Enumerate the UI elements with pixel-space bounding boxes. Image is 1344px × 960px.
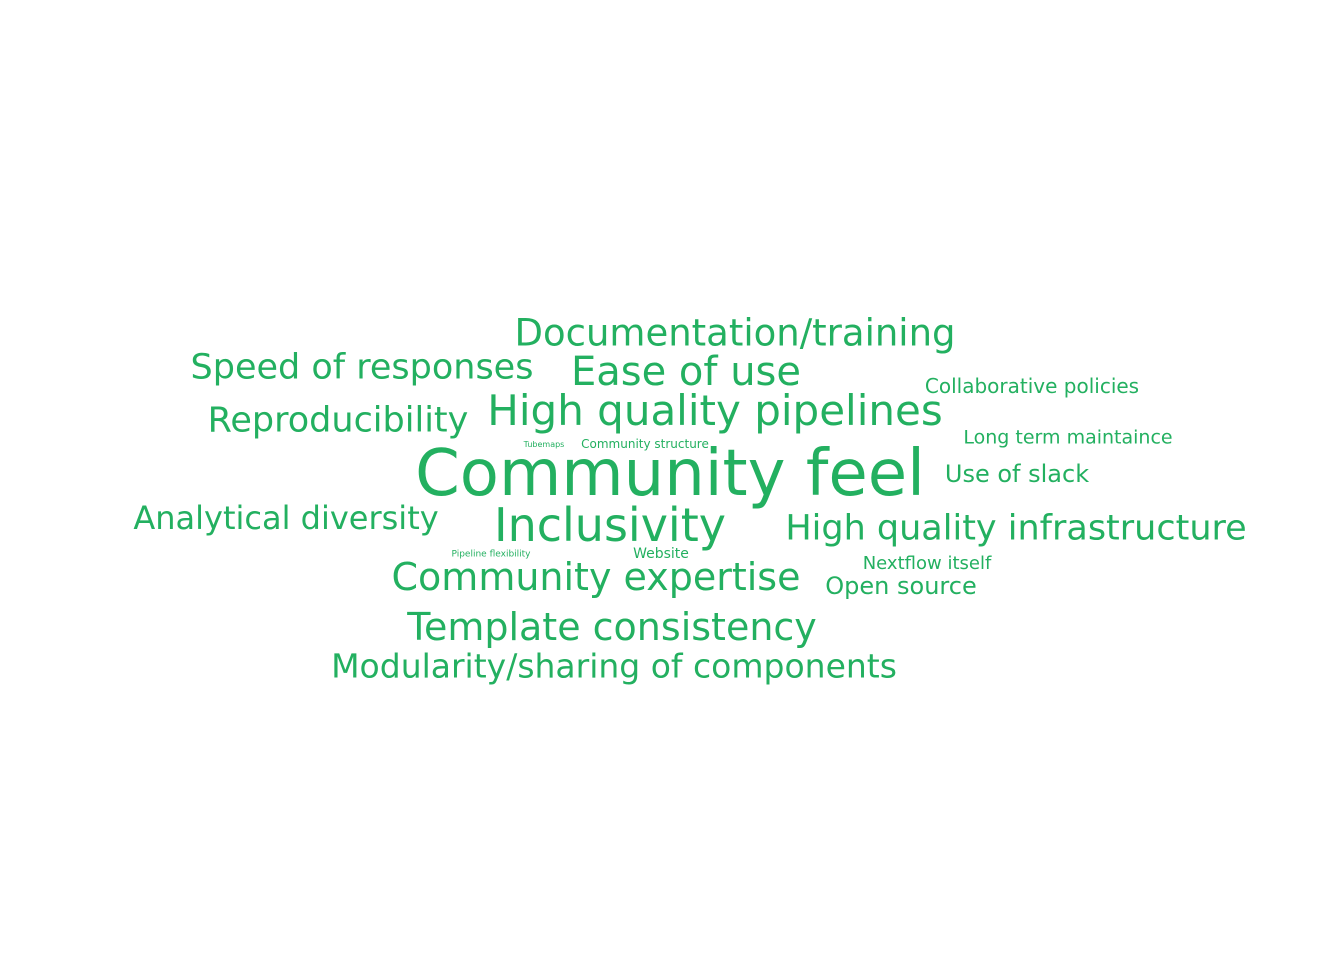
word-tubemaps: Tubemaps	[523, 440, 565, 449]
word-inclusivity: Inclusivity	[494, 498, 726, 552]
word-ease-of-use: Ease of use	[570, 349, 802, 395]
word-use-of-slack: Use of slack	[944, 460, 1090, 488]
word-nextflow-itself: Nextflow itself	[862, 553, 992, 574]
word-high-quality-pipelines: High quality pipelines	[487, 386, 943, 435]
word-website: Website	[633, 546, 689, 562]
word-open-source: Open source	[825, 572, 977, 600]
word-modularity-sharing: Modularity/sharing of components	[331, 646, 897, 686]
word-pipeline-flexibility: Pipeline flexibility	[451, 549, 531, 560]
word-community-expertise: Community expertise	[391, 555, 801, 599]
word-collaborative-policies: Collaborative policies	[924, 374, 1140, 398]
word-high-quality-infrastructure: High quality infrastructure	[785, 508, 1247, 549]
word-template-consistency: Template consistency	[407, 605, 817, 649]
word-analytical-diversity: Analytical diversity	[133, 499, 439, 537]
word-documentation-training: Documentation/training	[514, 311, 956, 355]
word-speed-of-responses: Speed of responses	[190, 347, 534, 388]
word-reproducibility: Reproducibility	[207, 400, 469, 441]
word-community-structure: Community structure	[581, 437, 709, 451]
word-community-feel: Community feel	[415, 437, 925, 511]
word-long-term-maintaince: Long term maintaince	[963, 426, 1173, 449]
